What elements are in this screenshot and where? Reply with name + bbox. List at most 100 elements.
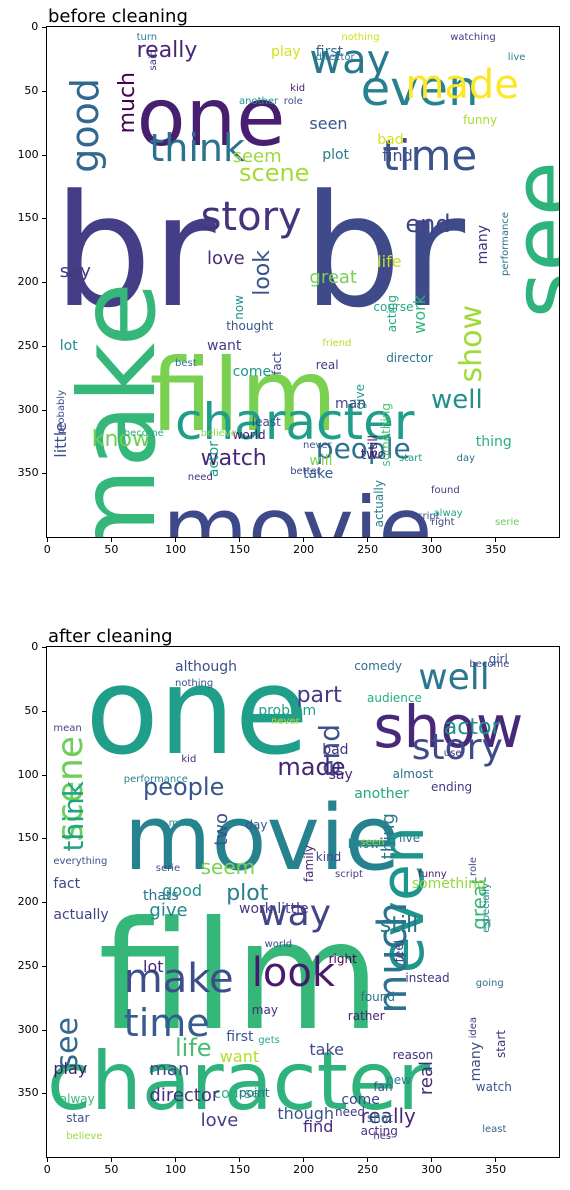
word-after-27: two — [211, 812, 233, 846]
word-before-59: best — [175, 357, 197, 369]
word-before-15: show — [453, 304, 489, 383]
word-after-54: acting — [360, 1124, 398, 1139]
y-tick-mark — [42, 710, 46, 712]
y-tick-label: 100 — [17, 147, 39, 161]
word-after-37: take — [309, 1040, 345, 1060]
word-before-22: watch — [200, 445, 267, 471]
word-after-58: going — [475, 977, 504, 989]
x-tick-mark — [303, 1158, 304, 1162]
x-tick-mark — [431, 538, 432, 542]
word-before-74: right — [431, 516, 455, 528]
word-after-30: plot — [226, 880, 269, 906]
word-before-58: real — [315, 357, 339, 372]
x-tick-label: 50 — [104, 1163, 119, 1176]
word-before-77: director — [315, 51, 355, 63]
word-before-29: plot — [322, 147, 350, 164]
word-before-78: nothing — [341, 32, 380, 44]
word-after-67: although — [175, 658, 238, 675]
word-after-63: actually — [53, 907, 109, 924]
y-tick-mark — [42, 647, 46, 648]
word-after-102: role — [468, 857, 480, 877]
word-after-0: one — [85, 646, 309, 783]
word-after-62: thats — [143, 888, 179, 905]
word-before-47: many — [474, 224, 491, 264]
word-after-41: man — [149, 1059, 190, 1081]
word-after-89: fan — [373, 1079, 393, 1094]
y-tick-label: 200 — [17, 895, 39, 908]
word-before-2: film — [149, 336, 338, 454]
word-before-67: need — [187, 472, 213, 484]
word-before-68: better — [290, 465, 321, 477]
word-after-79: use — [443, 748, 462, 759]
x-tick-label: 300 — [421, 1163, 443, 1176]
word-before-85: said — [148, 49, 160, 71]
word-after-85: serie — [155, 862, 181, 874]
word-after-91: star — [66, 1111, 90, 1126]
word-before-34: first — [315, 43, 344, 60]
word-after-25: bad — [322, 741, 349, 758]
word-after-39: first — [226, 1028, 254, 1045]
word-after-35: life — [175, 1033, 212, 1062]
word-after-38: course — [213, 1085, 261, 1102]
y-tick-mark — [42, 282, 46, 283]
word-after-87: point — [239, 1085, 270, 1100]
word-before-16: people — [315, 432, 411, 465]
word-before-4: one — [136, 71, 286, 164]
y-tick-label: 200 — [17, 275, 39, 288]
word-after-48: many — [468, 1042, 485, 1082]
word-before-8: even — [360, 61, 479, 118]
y-tick-label: 150 — [17, 831, 39, 845]
word-after-34: still — [379, 912, 419, 938]
word-before-13: think — [149, 126, 246, 170]
word-after-36: play — [53, 1059, 88, 1079]
word-after-32: good — [162, 880, 203, 900]
word-before-49: fact — [270, 352, 284, 376]
word-before-54: man — [335, 395, 367, 412]
y-tick-mark — [42, 90, 46, 92]
word-after-53: family — [302, 844, 316, 882]
word-before-75: serie — [495, 516, 520, 528]
wordcloud-after: one film movie character show well story even sc… — [46, 646, 560, 1158]
word-after-70: live — [399, 830, 421, 845]
word-after-93: rather — [347, 1009, 385, 1024]
word-before-80: live — [507, 51, 526, 63]
x-tick-mark — [47, 1158, 48, 1162]
word-before-9: way — [309, 36, 391, 83]
word-after-74: gets — [258, 1034, 280, 1046]
word-after-4: show — [373, 693, 524, 761]
x-tick-label: 200 — [293, 543, 315, 556]
x-tick-mark — [367, 1158, 368, 1162]
word-before-3: movie — [162, 478, 433, 538]
word-after-98: especially — [481, 882, 493, 933]
y-tick-label: 250 — [17, 338, 39, 352]
word-after-84: kid — [181, 754, 197, 766]
word-before-48: funny — [463, 112, 498, 127]
x-tick-mark — [111, 538, 112, 542]
word-after-26: lot — [143, 957, 164, 977]
word-after-33: fact — [53, 875, 81, 892]
word-before-27: bad — [377, 131, 404, 148]
x-tick-label: 350 — [485, 543, 507, 556]
word-after-65: day — [245, 818, 268, 833]
word-after-96: almost — [392, 767, 434, 782]
x-tick-label: 150 — [229, 1163, 251, 1176]
y-tick-mark — [42, 154, 46, 156]
word-before-32: great — [309, 267, 357, 289]
word-before-25: love — [207, 248, 245, 270]
word-after-75: seen — [360, 837, 385, 849]
word-before-7: character — [175, 392, 415, 451]
word-before-10: made — [405, 62, 519, 109]
y-tick-label: 300 — [17, 1022, 39, 1036]
word-after-24: say — [328, 767, 353, 784]
word-before-18: scene — [239, 158, 310, 187]
x-tick-label: 250 — [357, 1163, 379, 1176]
word-after-3: character — [47, 1035, 431, 1129]
word-after-81: music — [168, 818, 199, 830]
word-after-94: alway — [59, 1092, 95, 1107]
word-before-60: course — [373, 300, 414, 315]
word-after-14: make — [123, 956, 234, 1003]
word-before-53: two — [360, 446, 387, 463]
word-after-45: really — [360, 1104, 416, 1128]
y-tick-mark — [42, 345, 46, 347]
word-before-69: never — [303, 440, 332, 452]
